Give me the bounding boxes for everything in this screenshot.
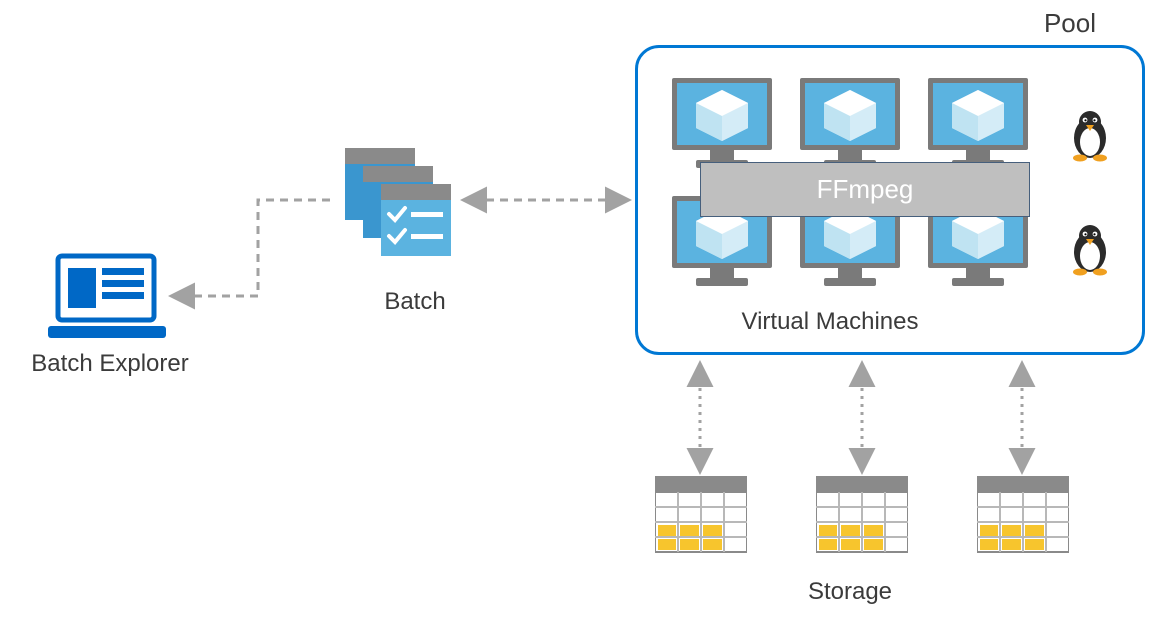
- penguin-icon: [1066, 222, 1114, 276]
- storage-icon: [977, 476, 1069, 556]
- storage-icon: [655, 476, 747, 556]
- ffmpeg-label: FFmpeg: [817, 174, 914, 205]
- ffmpeg-box: FFmpeg: [700, 162, 1030, 217]
- storage-icon: [816, 476, 908, 556]
- arrow-batch-to-laptop: [180, 200, 330, 296]
- penguin-icon: [1066, 108, 1114, 162]
